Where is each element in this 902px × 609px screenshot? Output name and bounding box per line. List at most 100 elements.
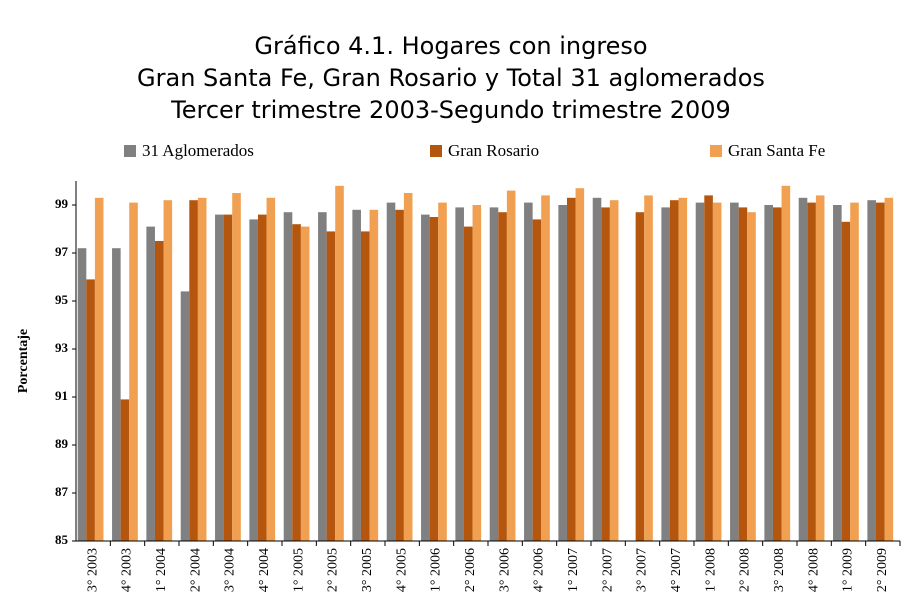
x-tick-label: 4° 2008 xyxy=(806,548,821,592)
bar xyxy=(163,200,173,541)
y-tick-label: 85 xyxy=(55,532,69,547)
bar xyxy=(403,193,413,541)
bar xyxy=(300,226,310,541)
x-tick-label: 3° 2006 xyxy=(497,548,512,592)
bar xyxy=(421,214,430,541)
bar xyxy=(669,200,679,541)
bar xyxy=(850,202,859,541)
bar xyxy=(661,207,670,541)
bar xyxy=(609,200,619,541)
bar xyxy=(326,231,336,541)
bar xyxy=(575,188,585,541)
x-tick-label: 4° 2007 xyxy=(669,548,684,592)
legend-label: Gran Santa Fe xyxy=(728,141,825,160)
bar xyxy=(524,202,533,541)
bar xyxy=(112,248,121,541)
bar xyxy=(154,241,164,541)
x-tick-label: 1° 2005 xyxy=(291,548,306,592)
legend-label: 31 Aglomerados xyxy=(142,141,254,160)
x-tick-label: 1° 2004 xyxy=(154,548,169,592)
bar xyxy=(257,214,267,541)
bar xyxy=(764,205,773,541)
bar xyxy=(438,202,447,541)
bar xyxy=(566,197,576,542)
x-tick-label: 4° 2006 xyxy=(532,548,547,592)
legend-swatch xyxy=(710,145,722,157)
y-tick-label: 99 xyxy=(55,196,69,211)
x-tick-label: 2° 2007 xyxy=(600,548,615,592)
chart-title: Gran Santa Fe, Gran Rosario y Total 31 a… xyxy=(137,64,765,92)
bar xyxy=(94,197,104,542)
x-tick-label: 3° 2008 xyxy=(772,548,787,592)
bar xyxy=(506,190,516,541)
x-tick-label: 1° 2008 xyxy=(703,548,718,592)
bar xyxy=(738,207,748,541)
bar xyxy=(249,219,258,541)
bar xyxy=(455,207,464,541)
bar xyxy=(369,209,379,542)
bar xyxy=(429,217,439,541)
y-axis-label: Porcentaje xyxy=(16,329,31,393)
bar xyxy=(532,219,542,541)
bar xyxy=(678,197,688,542)
bar xyxy=(712,202,722,541)
x-tick-label: 4° 2005 xyxy=(394,548,409,592)
bar xyxy=(266,197,276,542)
bar xyxy=(807,202,816,541)
bar xyxy=(489,207,499,541)
chart-title: Gráfico 4.1. Hogares con ingreso xyxy=(254,32,647,60)
bar xyxy=(833,205,842,541)
y-tick-label: 95 xyxy=(55,292,69,307)
x-tick-label: 1° 2006 xyxy=(429,548,444,592)
x-tick-label: 2° 2004 xyxy=(188,548,203,592)
bar xyxy=(360,231,370,541)
x-tick-label: 4° 2003 xyxy=(120,548,135,592)
y-tick-label: 91 xyxy=(55,388,68,403)
bar xyxy=(704,195,713,541)
bar xyxy=(215,214,224,541)
legend-label: Gran Rosario xyxy=(448,141,539,160)
bar xyxy=(86,279,95,541)
chart-title: Tercer trimestre 2003-Segundo trimestre … xyxy=(170,96,731,124)
bar xyxy=(781,185,791,542)
y-tick-label: 97 xyxy=(55,244,69,259)
bar xyxy=(129,202,138,541)
bar xyxy=(815,195,825,541)
legend-swatch xyxy=(430,145,442,157)
bar xyxy=(335,185,344,542)
x-tick-label: 2° 2009 xyxy=(875,548,890,592)
bar xyxy=(644,195,653,541)
legend-swatch xyxy=(124,145,136,157)
x-tick-label: 1° 2007 xyxy=(566,548,581,592)
bar xyxy=(223,214,233,541)
bar xyxy=(77,248,87,541)
bar xyxy=(197,197,207,542)
x-tick-label: 2° 2008 xyxy=(738,548,753,592)
bar xyxy=(283,212,293,541)
bar xyxy=(146,226,155,541)
bar xyxy=(884,197,894,542)
bar xyxy=(592,197,602,542)
bar xyxy=(463,226,473,541)
y-tick-label: 89 xyxy=(55,436,69,451)
bar xyxy=(180,291,190,541)
bar xyxy=(318,212,327,541)
bar xyxy=(498,212,507,541)
x-tick-label: 3° 2007 xyxy=(635,548,650,592)
bar xyxy=(120,399,130,541)
y-tick-label: 93 xyxy=(55,340,69,355)
x-tick-label: 3° 2004 xyxy=(223,548,238,592)
bar xyxy=(730,202,739,541)
x-tick-label: 3° 2005 xyxy=(360,548,375,592)
bar xyxy=(747,212,756,541)
bar xyxy=(635,212,645,541)
x-tick-label: 2° 2005 xyxy=(326,548,341,592)
bar xyxy=(386,202,396,541)
x-tick-label: 4° 2004 xyxy=(257,548,272,592)
bar xyxy=(558,205,567,541)
bar xyxy=(395,209,404,542)
bar xyxy=(352,209,361,542)
bar xyxy=(695,202,705,541)
bar xyxy=(541,195,550,541)
